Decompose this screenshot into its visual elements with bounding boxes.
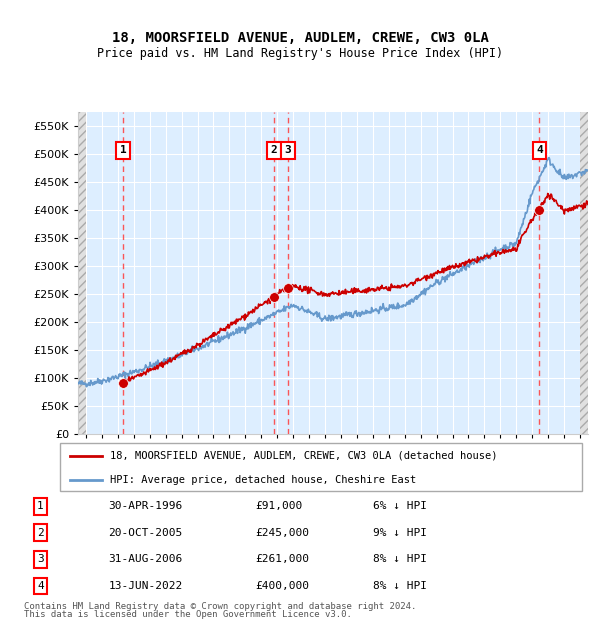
Text: 3: 3 [284, 145, 291, 155]
Text: HPI: Average price, detached house, Cheshire East: HPI: Average price, detached house, Ches… [110, 476, 416, 485]
Text: 1: 1 [120, 145, 127, 155]
Text: 8% ↓ HPI: 8% ↓ HPI [373, 581, 427, 591]
Text: 4: 4 [536, 145, 543, 155]
Bar [580, 112, 588, 434]
Text: £91,000: £91,000 [255, 501, 302, 512]
Bar [78, 112, 86, 434]
Text: Contains HM Land Registry data © Crown copyright and database right 2024.: Contains HM Land Registry data © Crown c… [24, 602, 416, 611]
Text: £261,000: £261,000 [255, 554, 309, 564]
Text: 8% ↓ HPI: 8% ↓ HPI [373, 554, 427, 564]
Text: 2: 2 [271, 145, 277, 155]
Text: This data is licensed under the Open Government Licence v3.0.: This data is licensed under the Open Gov… [24, 610, 352, 619]
Text: 4: 4 [37, 581, 44, 591]
Text: 1: 1 [37, 501, 44, 512]
Text: 18, MOORSFIELD AVENUE, AUDLEM, CREWE, CW3 0LA (detached house): 18, MOORSFIELD AVENUE, AUDLEM, CREWE, CW… [110, 451, 497, 461]
Text: 31-AUG-2006: 31-AUG-2006 [108, 554, 182, 564]
Text: £400,000: £400,000 [255, 581, 309, 591]
Text: 13-JUN-2022: 13-JUN-2022 [108, 581, 182, 591]
Text: 20-OCT-2005: 20-OCT-2005 [108, 528, 182, 538]
Text: 30-APR-1996: 30-APR-1996 [108, 501, 182, 512]
Text: 9% ↓ HPI: 9% ↓ HPI [373, 528, 427, 538]
Text: 2: 2 [37, 528, 44, 538]
Text: 6% ↓ HPI: 6% ↓ HPI [373, 501, 427, 512]
FancyBboxPatch shape [60, 443, 582, 491]
Text: 18, MOORSFIELD AVENUE, AUDLEM, CREWE, CW3 0LA: 18, MOORSFIELD AVENUE, AUDLEM, CREWE, CW… [112, 32, 488, 45]
Text: Price paid vs. HM Land Registry's House Price Index (HPI): Price paid vs. HM Land Registry's House … [97, 48, 503, 60]
Text: 3: 3 [37, 554, 44, 564]
Text: £245,000: £245,000 [255, 528, 309, 538]
